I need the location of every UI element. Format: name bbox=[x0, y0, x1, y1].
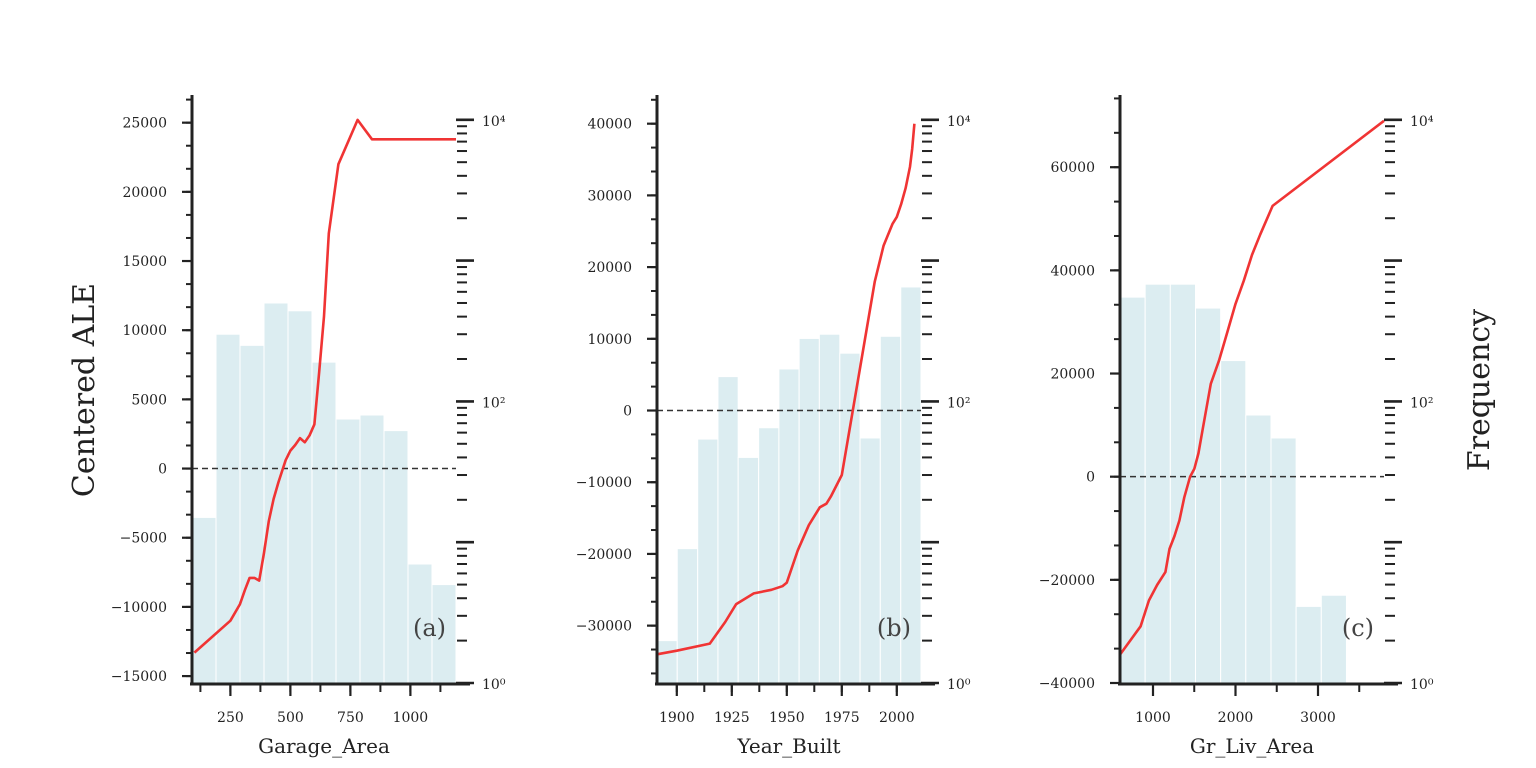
y-tick-label: 0 bbox=[623, 404, 632, 420]
freq-tick-label: 10² bbox=[1410, 395, 1433, 411]
left-ylabel: Centered ALE bbox=[67, 283, 102, 497]
histogram-bar bbox=[839, 352, 861, 684]
x-tick-label: 1975 bbox=[824, 710, 860, 726]
histogram-bar bbox=[335, 418, 361, 684]
x-tick-label: 1000 bbox=[1135, 710, 1171, 726]
x-tick-label: 1900 bbox=[659, 710, 695, 726]
y-tick-label: 5000 bbox=[131, 392, 167, 408]
y-tick-label: 10000 bbox=[122, 323, 167, 339]
histogram-bar bbox=[431, 584, 457, 684]
y-tick-label: 20000 bbox=[1050, 367, 1095, 383]
y-tick-label: −10000 bbox=[576, 475, 632, 491]
histogram-bar bbox=[656, 640, 678, 684]
ale-line bbox=[656, 123, 916, 656]
histogram-bar bbox=[818, 333, 841, 684]
histogram-bar bbox=[1320, 594, 1347, 684]
y-tick-label: 20000 bbox=[122, 185, 167, 201]
x-tick-label: 1925 bbox=[714, 710, 750, 726]
panel-a: −15000 −10000 −5000 0 5000 10000 15000 20000 250… bbox=[111, 95, 506, 758]
histogram-bar bbox=[737, 456, 760, 684]
ale-line bbox=[1118, 119, 1385, 656]
histogram-bar bbox=[1169, 283, 1196, 684]
x-axis-label: Garage_Area bbox=[258, 734, 390, 758]
histogram-bar bbox=[1220, 360, 1247, 684]
histogram-bar bbox=[717, 376, 739, 684]
y-tick-label: 30000 bbox=[587, 188, 632, 204]
x-axis-label: Year_Built bbox=[736, 734, 840, 758]
y-tick-label: −40000 bbox=[1039, 676, 1095, 692]
histogram-bar bbox=[383, 430, 409, 684]
y-tick-label: 40000 bbox=[1050, 263, 1095, 279]
freq-tick-label: 10⁰ bbox=[482, 677, 506, 693]
y-tick-label: −20000 bbox=[576, 547, 632, 563]
y-tick-label: −20000 bbox=[1039, 573, 1095, 589]
panel-label: (c) bbox=[1342, 614, 1374, 642]
x-tick-label: 2000 bbox=[1218, 710, 1254, 726]
x-tick-label: 500 bbox=[277, 710, 304, 726]
y-tick-label: 25000 bbox=[122, 116, 167, 132]
y-tick-label: 40000 bbox=[587, 117, 632, 133]
x-tick-label: 250 bbox=[217, 710, 244, 726]
freq-tick-label: 10⁰ bbox=[1410, 677, 1434, 693]
x-axis-label: Gr_Liv_Area bbox=[1190, 734, 1314, 758]
panel-label: (a) bbox=[413, 614, 446, 642]
y-tick-label: 0 bbox=[158, 462, 167, 478]
histogram-bar bbox=[191, 516, 217, 684]
histogram-bar bbox=[1295, 605, 1322, 684]
y-tick-label: −15000 bbox=[111, 669, 167, 685]
histogram-bar bbox=[215, 333, 241, 684]
y-tick-label: 20000 bbox=[587, 260, 632, 276]
y-tick-label: −30000 bbox=[576, 619, 632, 635]
x-tick-label: 750 bbox=[337, 710, 364, 726]
freq-tick-label: 10⁰ bbox=[947, 677, 971, 693]
x-tick-label: 3000 bbox=[1300, 710, 1336, 726]
y-tick-label: 0 bbox=[1086, 470, 1095, 486]
histogram-bar bbox=[359, 414, 385, 684]
panel-b: −30000 −20000 −10000 0 10000 20000 30000 40000 1… bbox=[576, 95, 971, 758]
freq-tick-label: 10⁴ bbox=[947, 114, 971, 130]
y-tick-label: 10000 bbox=[587, 332, 632, 348]
freq-tick-label: 10⁴ bbox=[482, 114, 506, 130]
ale-line bbox=[193, 118, 456, 654]
y-tick-label: 15000 bbox=[122, 254, 167, 270]
histogram-bar bbox=[1119, 296, 1146, 684]
y-tick-label: −10000 bbox=[111, 600, 167, 616]
histogram-bar bbox=[859, 437, 881, 684]
freq-tick-label: 10⁴ bbox=[1410, 114, 1434, 130]
histogram-bar bbox=[1245, 414, 1272, 684]
histogram-bar bbox=[287, 310, 313, 684]
histogram-bar bbox=[676, 548, 699, 684]
y-tick-label: −5000 bbox=[120, 531, 167, 547]
histogram-bar bbox=[1144, 283, 1171, 684]
right-ylabel: Frequency bbox=[1462, 309, 1497, 471]
histogram-bar bbox=[758, 427, 780, 684]
x-tick-label: 1950 bbox=[769, 710, 805, 726]
x-tick-label: 1000 bbox=[393, 710, 429, 726]
histogram-bar bbox=[239, 344, 265, 684]
y-tick-label: 60000 bbox=[1050, 160, 1095, 176]
panel-label: (b) bbox=[877, 614, 911, 642]
freq-tick-label: 10² bbox=[482, 395, 505, 411]
histogram-bar bbox=[778, 368, 800, 684]
x-tick-label: 2000 bbox=[879, 710, 915, 726]
histogram-bar bbox=[1270, 437, 1297, 684]
freq-tick-label: 10² bbox=[947, 395, 970, 411]
panel-c: −40000 −20000 0 20000 40000 60000 1000 2000 3000… bbox=[1039, 95, 1434, 758]
